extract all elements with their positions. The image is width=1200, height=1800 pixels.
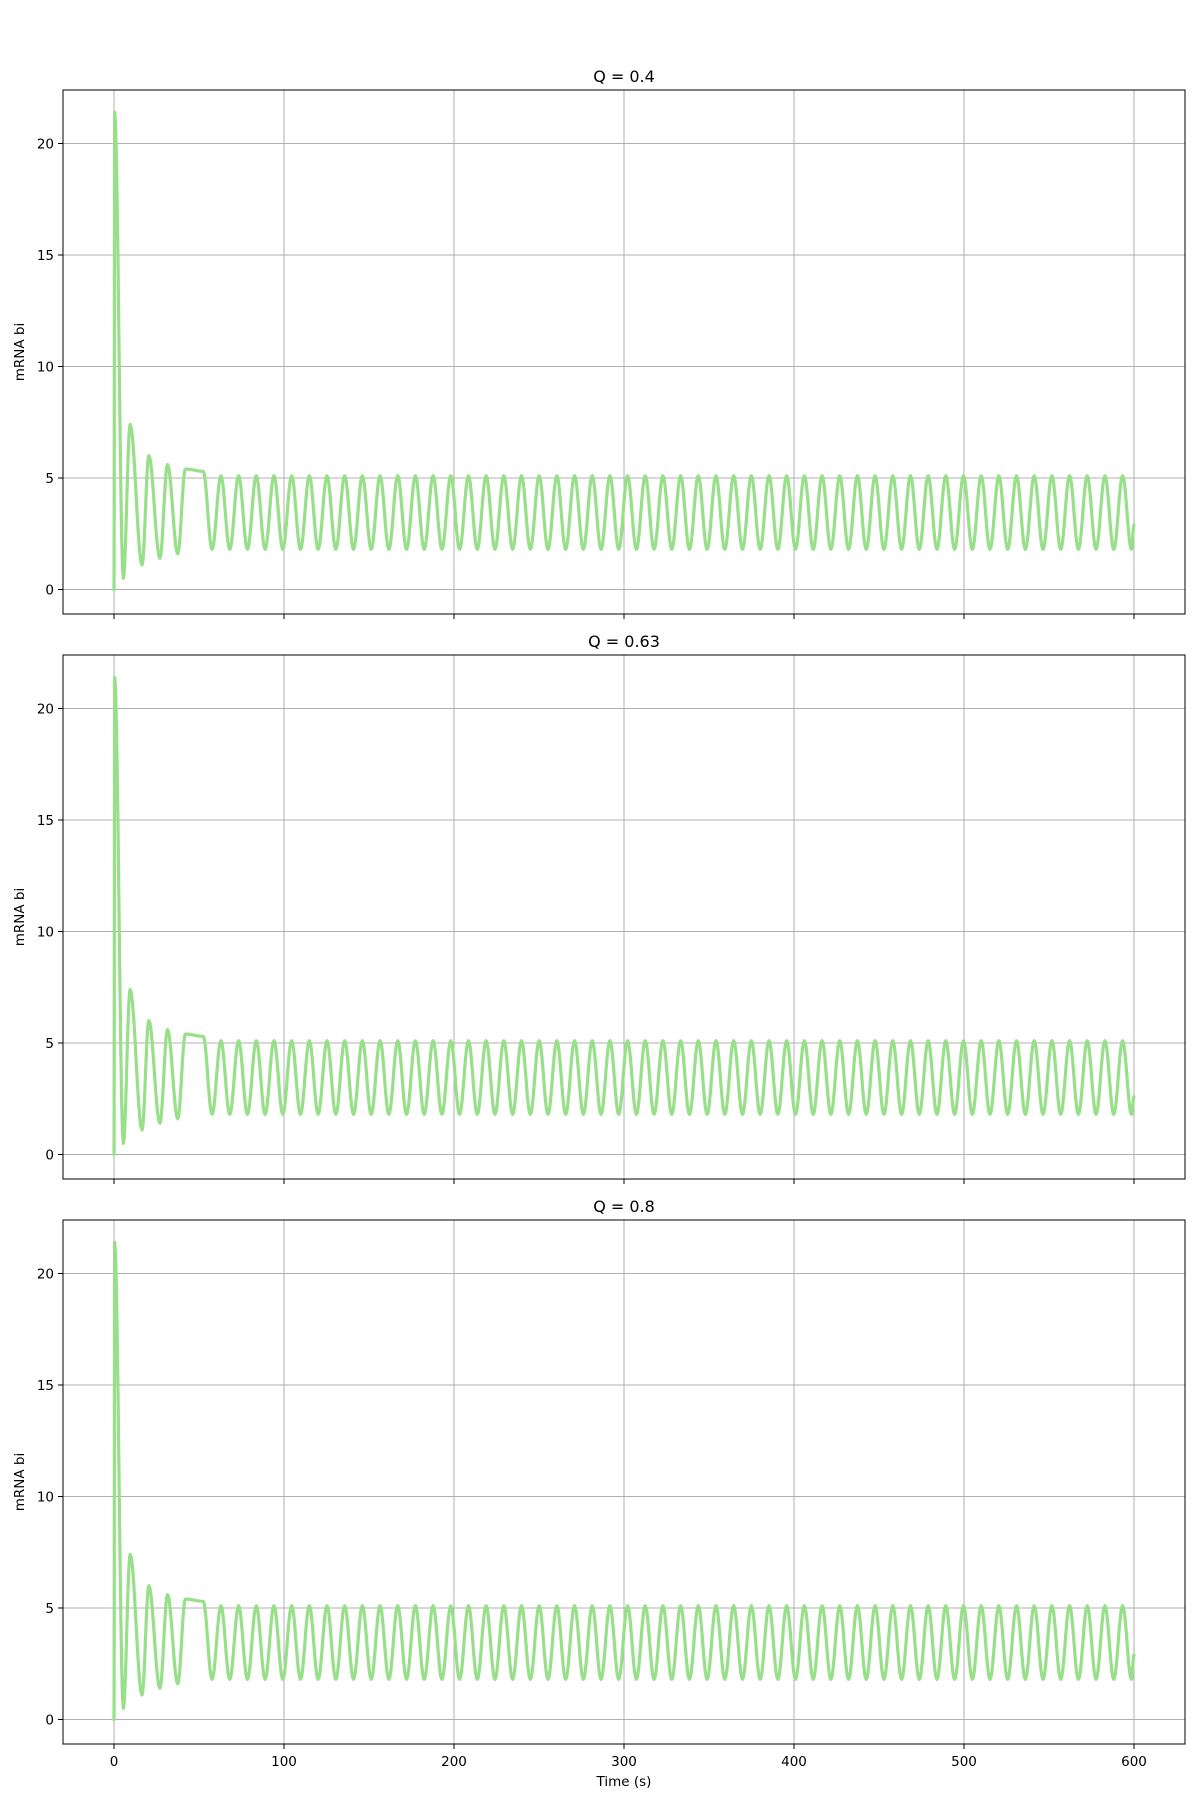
y-tick-label: 0 <box>45 582 54 598</box>
x-tick-label: 200 <box>441 1754 467 1770</box>
x-tick-label: 600 <box>1121 1754 1147 1770</box>
y-tick-label: 5 <box>45 471 54 487</box>
series-line <box>112 675 1136 1157</box>
x-tick-label: 400 <box>781 1754 807 1770</box>
y-tick-label: 5 <box>45 1036 54 1052</box>
y-tick-label: 20 <box>37 137 54 153</box>
y-tick-label: 15 <box>37 813 54 829</box>
y-tick-label: 15 <box>37 248 54 264</box>
x-axis-label: Time (s) <box>596 1774 652 1790</box>
axes-2: 0 5 10 15 20 <box>37 654 1186 1184</box>
y-tick-label: 0 <box>45 1712 54 1728</box>
y-axis-label: mRNA bi <box>12 888 28 946</box>
y-tick-label: 15 <box>37 1378 54 1394</box>
x-tick-label: 300 <box>611 1754 637 1770</box>
series-line <box>112 110 1136 592</box>
subplot-title: Q = 0.8 <box>593 1197 655 1216</box>
subplot-q-0-4: Q = 0.4 mRNA bi <box>12 67 655 381</box>
y-tick-label: 10 <box>37 359 54 375</box>
y-tick-label: 20 <box>37 702 54 718</box>
axes-1: 0 5 10 15 20 <box>37 89 1186 619</box>
y-tick-label: 10 <box>37 1489 54 1505</box>
subplot-q-0-8: Q = 0.8 mRNA bi Time (s) <box>12 1197 655 1790</box>
y-tick-label: 10 <box>37 924 54 940</box>
y-tick-label: 20 <box>37 1267 54 1283</box>
y-axis-label: mRNA bi <box>12 1453 28 1511</box>
y-axis-label: mRNA bi <box>12 323 28 381</box>
y-tick-label: 5 <box>45 1601 54 1617</box>
subplot-title: Q = 0.63 <box>588 632 660 651</box>
axes-3: 0 100 200 300 400 500 600 0 5 10 15 20 <box>37 1219 1186 1770</box>
subplot-title: Q = 0.4 <box>593 67 655 86</box>
x-tick-label: 500 <box>951 1754 977 1770</box>
y-tick-label: 0 <box>45 1147 54 1163</box>
x-tick-label: 0 <box>110 1754 119 1770</box>
x-tick-label: 100 <box>271 1754 297 1770</box>
subplot-q-0-63: Q = 0.63 mRNA bi <box>12 632 660 946</box>
series-line <box>112 1240 1136 1722</box>
